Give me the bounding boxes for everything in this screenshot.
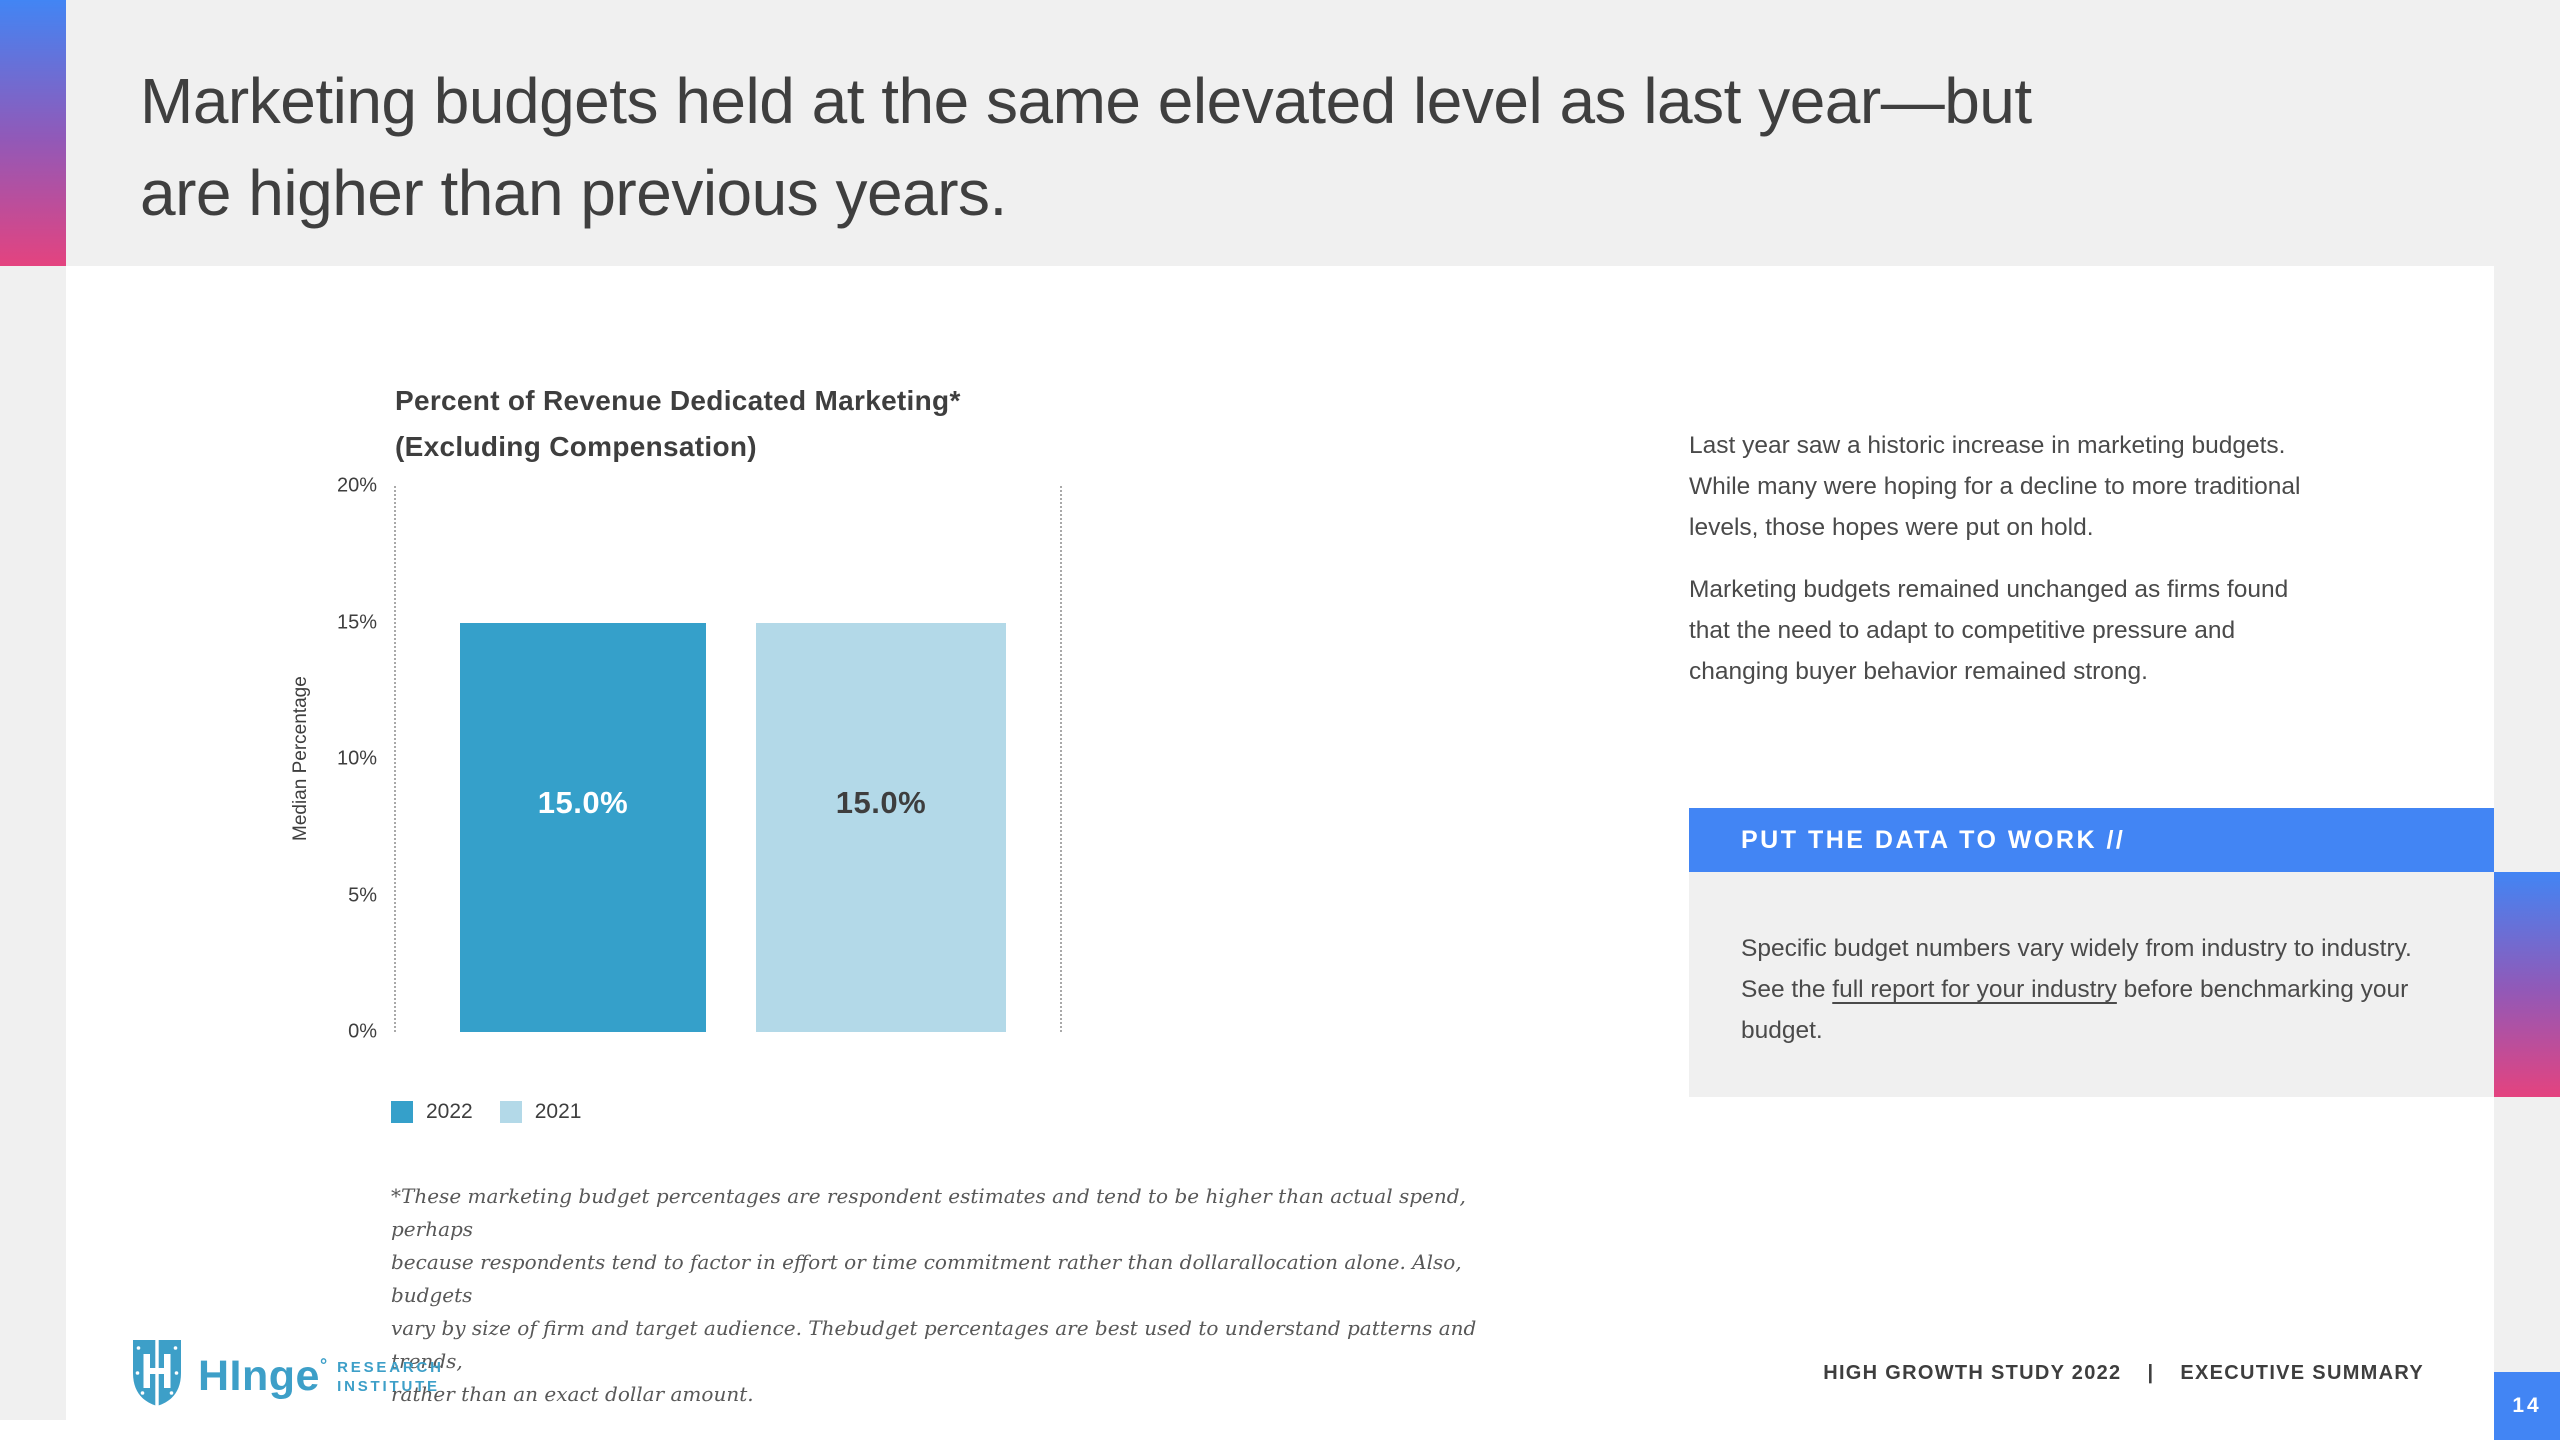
bar-2022: 15.0% bbox=[460, 622, 706, 1032]
bar-2021-value-label: 15.0% bbox=[835, 784, 927, 820]
footnote-line-2: because respondents tend to factor in ef… bbox=[391, 1250, 1462, 1307]
footer-separator: | bbox=[2147, 1362, 2155, 1384]
commentary-p2-line-2: that the need to adapt to competitive pr… bbox=[1689, 617, 2236, 644]
legend-swatch-2022 bbox=[391, 1101, 413, 1123]
callout-box: Specific budget numbers vary widely from… bbox=[1689, 872, 2494, 1097]
callout-text-before: Specific budget numbers vary widely from… bbox=[1741, 935, 2412, 1003]
bar-2022-value-label: 15.0% bbox=[537, 784, 629, 820]
footer-meta: HIGH GROWTH STUDY 2022 | EXECUTIVE SUMMA… bbox=[1823, 1362, 2424, 1385]
page-number-badge: 14 bbox=[2494, 1372, 2560, 1440]
chart-title-line-1: Percent of Revenue Dedicated Marketing* bbox=[395, 385, 961, 416]
hinge-research-institute-logo: HInge ° RESEARCH INSTITUTE bbox=[130, 1337, 444, 1414]
legend-label-2022: 2022 bbox=[426, 1100, 473, 1123]
callout-text-after: before benchmarking your budget. bbox=[1741, 976, 2409, 1044]
commentary-p2-line-1: Marketing budgets remained unchanged as … bbox=[1689, 576, 2289, 603]
footer-section-label: EXECUTIVE SUMMARY bbox=[2180, 1362, 2424, 1384]
hinge-shield-icon bbox=[130, 1337, 184, 1414]
chart-title: Percent of Revenue Dedicated Marketing* … bbox=[395, 378, 961, 470]
chart-footnote: *These marketing budget percentages are … bbox=[391, 1180, 1491, 1411]
y-tick-10: 10% bbox=[336, 747, 377, 770]
page-number: 14 bbox=[2512, 1394, 2542, 1417]
legend-item-2021: 2021 bbox=[499, 1100, 582, 1124]
industry-report-link[interactable]: full report for your industry bbox=[1832, 976, 2117, 1003]
brand-trademark-dot: ° bbox=[319, 1354, 328, 1375]
footnote-line-1: *These marketing budget percentages are … bbox=[391, 1184, 1466, 1241]
right-gradient-accent-bar bbox=[2494, 872, 2560, 1097]
brand-subtitle: RESEARCH INSTITUTE bbox=[337, 1358, 444, 1396]
y-tick-5: 5% bbox=[348, 884, 377, 906]
commentary: Last year saw a historic increase in mar… bbox=[1689, 425, 2479, 692]
y-axis-ticks: 20% 15% 10% 5% 0% bbox=[312, 475, 377, 1043]
legend-label-2021: 2021 bbox=[534, 1100, 582, 1123]
chart-legend: 2022 2021 bbox=[391, 1100, 581, 1124]
brand-subtitle-line-1: RESEARCH bbox=[337, 1358, 444, 1376]
bar-2021: 15.0% bbox=[756, 622, 1006, 1032]
callout-banner-label: PUT THE DATA TO WORK // bbox=[1741, 825, 2126, 854]
slide-title-line-2: are higher than previous years. bbox=[140, 157, 1007, 229]
callout-text: Specific budget numbers vary widely from… bbox=[1741, 928, 2441, 1051]
commentary-p1-line-1: Last year saw a historic increase in mar… bbox=[1689, 432, 2286, 459]
commentary-p1-line-3: levels, those hopes were put on hold. bbox=[1689, 514, 2094, 541]
slide-title: Marketing budgets held at the same eleva… bbox=[140, 55, 2530, 239]
left-margin-strip bbox=[0, 266, 66, 1420]
commentary-p1-line-2: While many were hoping for a decline to … bbox=[1689, 473, 2301, 500]
chart-title-line-2: (Excluding Compensation) bbox=[395, 431, 757, 462]
legend-item-2022: 2022 bbox=[391, 1100, 473, 1124]
legend-swatch-2021 bbox=[499, 1101, 522, 1123]
right-margin-strip bbox=[2494, 266, 2560, 1372]
commentary-p2-line-3: changing buyer behavior remained strong. bbox=[1689, 658, 2148, 685]
callout-banner: PUT THE DATA TO WORK // bbox=[1689, 808, 2494, 872]
footnote-line-4: rather than an exact dollar amount. bbox=[391, 1382, 754, 1406]
footer-study-label: HIGH GROWTH STUDY 2022 bbox=[1823, 1362, 2122, 1384]
y-tick-20: 20% bbox=[336, 474, 377, 497]
commentary-paragraph-2: Marketing budgets remained unchanged as … bbox=[1689, 569, 2479, 692]
left-gradient-accent-bar bbox=[0, 0, 66, 266]
plot-area: 15.0% 15.0% bbox=[394, 486, 1062, 1032]
y-tick-15: 15% bbox=[336, 611, 377, 633]
brand-subtitle-line-2: INSTITUTE bbox=[337, 1377, 440, 1395]
title-band: Marketing budgets held at the same eleva… bbox=[0, 0, 2560, 266]
footnote-line-3: vary by size of firm and target audience… bbox=[391, 1316, 1477, 1373]
commentary-paragraph-1: Last year saw a historic increase in mar… bbox=[1689, 425, 2479, 548]
slide-title-line-1: Marketing budgets held at the same eleva… bbox=[140, 65, 2032, 137]
brand-wordmark: HInge bbox=[198, 1351, 320, 1400]
y-tick-0: 0% bbox=[348, 1020, 377, 1043]
